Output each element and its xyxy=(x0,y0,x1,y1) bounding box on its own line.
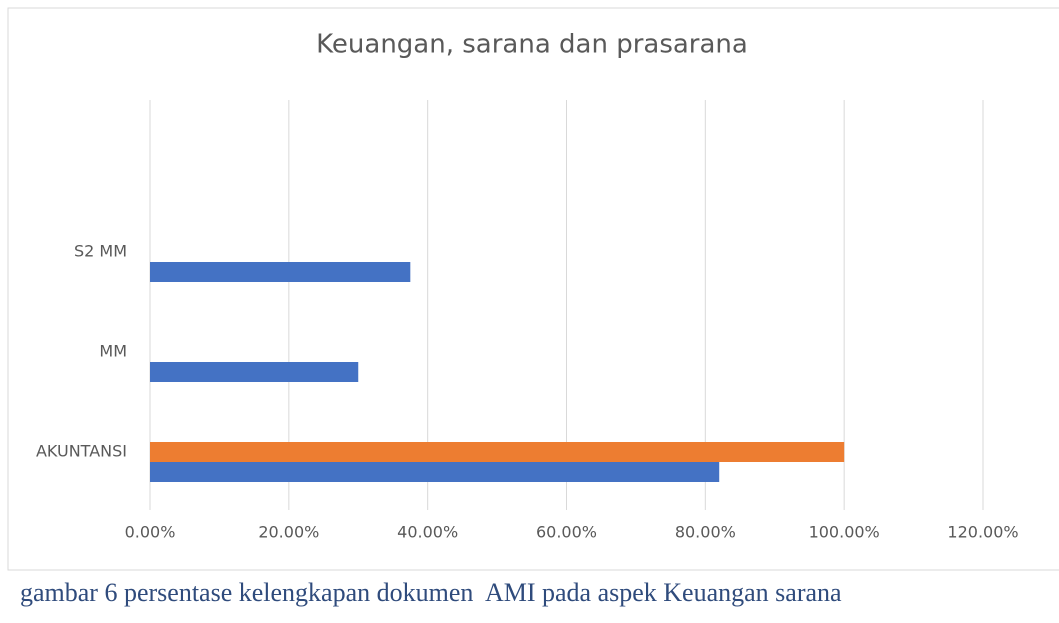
x-tick-label: 40.00% xyxy=(397,523,458,542)
x-tick-label: 0.00% xyxy=(125,523,176,542)
bar xyxy=(150,262,411,282)
x-tick-label: 60.00% xyxy=(536,523,597,542)
chart-title: Keuangan, sarana dan prasarana xyxy=(316,30,748,60)
bar xyxy=(150,442,845,462)
x-tick-label: 100.00% xyxy=(809,523,880,542)
bar xyxy=(150,462,720,482)
y-tick-label: MM xyxy=(99,342,127,361)
x-tick-label: 120.00% xyxy=(947,523,1018,542)
x-tick-label: 80.00% xyxy=(675,523,736,542)
caption: gambar 6 persentase kelengkapan dokumen … xyxy=(20,578,842,607)
y-tick-label: AKUNTANSI xyxy=(36,442,127,461)
x-tick-label: 20.00% xyxy=(258,523,319,542)
bar xyxy=(150,362,359,382)
y-tick-label: S2 MM xyxy=(74,242,127,261)
chart-frame xyxy=(7,7,1059,571)
